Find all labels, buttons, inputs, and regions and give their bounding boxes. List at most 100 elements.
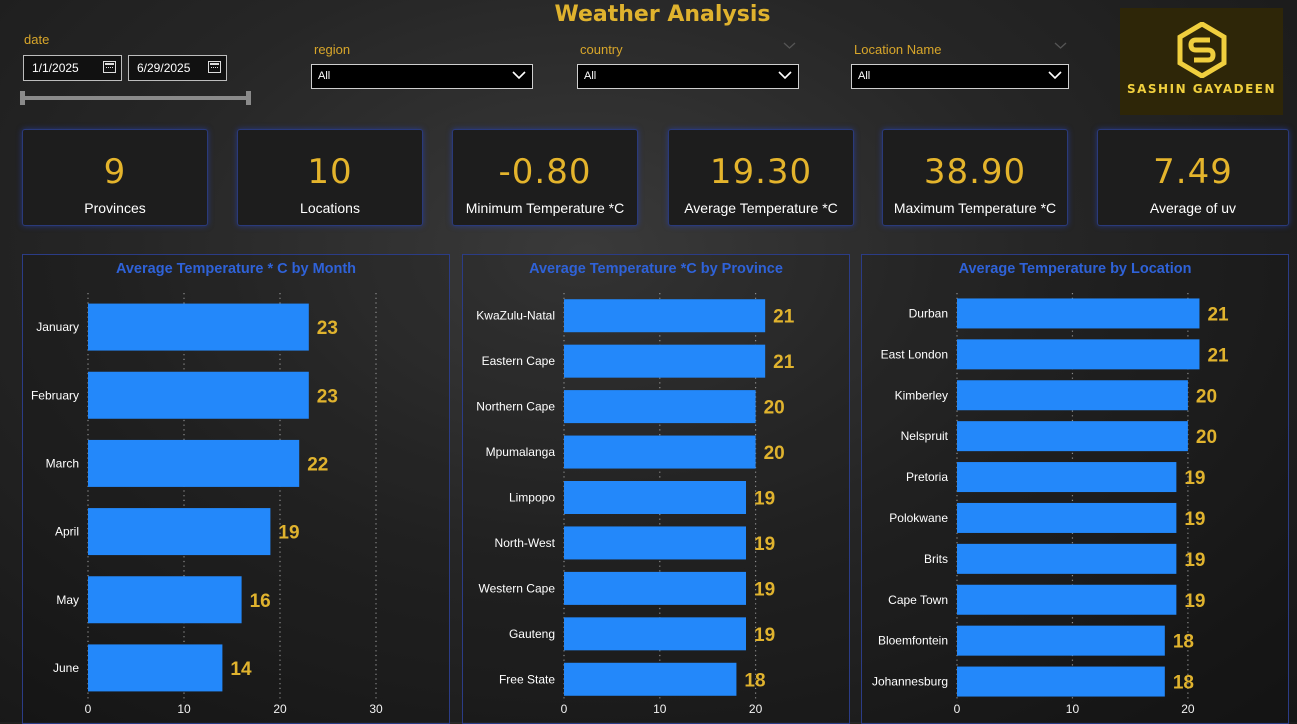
- value-label: 21: [773, 307, 795, 328]
- bar[interactable]: [564, 481, 747, 514]
- value-label: 19: [278, 523, 299, 544]
- category-label: Brits: [924, 552, 948, 566]
- chart-panel-province: Average Temperature *C by Province 0 10 20…: [462, 254, 850, 724]
- bar[interactable]: [957, 584, 1177, 615]
- value-label: 19: [1184, 591, 1205, 612]
- category-label: Limpopo: [509, 491, 555, 505]
- x-tick-label: 20: [749, 702, 763, 716]
- chart-title: Average Temperature *C by Province: [529, 261, 783, 277]
- value-label: 21: [1207, 345, 1229, 366]
- bar[interactable]: [957, 625, 1165, 656]
- category-label: East London: [881, 347, 948, 361]
- value-label: 19: [754, 625, 775, 646]
- country-dropdown[interactable]: All: [577, 64, 799, 89]
- kpi-value: 19.30: [709, 152, 813, 192]
- bar[interactable]: [957, 380, 1188, 411]
- bar[interactable]: [88, 303, 309, 351]
- brand-name: SASHIN GAYADEEN: [1126, 82, 1276, 96]
- value-label: 18: [1173, 673, 1194, 694]
- location-dropdown[interactable]: All: [851, 64, 1069, 89]
- bar[interactable]: [957, 543, 1177, 574]
- bar[interactable]: [957, 339, 1200, 370]
- bar[interactable]: [564, 571, 747, 605]
- date-filter-label: date: [24, 32, 50, 47]
- value-label: 19: [1184, 468, 1205, 489]
- chevron-down-icon[interactable]: [783, 41, 796, 50]
- category-label: Free State: [499, 672, 555, 686]
- country-selected-value: All: [584, 70, 597, 82]
- x-tick-label: 20: [273, 702, 287, 716]
- date-slider-start-handle[interactable]: [20, 91, 25, 105]
- bar[interactable]: [564, 526, 747, 560]
- bar[interactable]: [88, 371, 309, 419]
- chart-temperature-by-month: 0 10 20 30 January 23 February 23 March 22 April 19…: [31, 293, 383, 716]
- value-label: 20: [1196, 427, 1217, 448]
- category-label: Northern Cape: [476, 400, 555, 414]
- value-label: 20: [1196, 386, 1217, 407]
- x-tick-label: 20: [1181, 702, 1195, 716]
- bar[interactable]: [564, 662, 737, 696]
- category-label: Pretoria: [906, 470, 948, 484]
- calendar-icon[interactable]: [208, 61, 221, 73]
- region-dropdown[interactable]: All: [311, 64, 533, 89]
- bar[interactable]: [564, 617, 747, 651]
- x-tick-label: 0: [954, 702, 961, 716]
- bar[interactable]: [88, 439, 300, 487]
- region-selected-value: All: [318, 70, 331, 82]
- chevron-down-icon: [1048, 71, 1062, 80]
- value-label: 18: [744, 670, 765, 691]
- bar[interactable]: [564, 435, 756, 469]
- category-label: Kimberley: [895, 388, 948, 402]
- bar[interactable]: [88, 576, 242, 624]
- chevron-down-icon: [778, 71, 792, 80]
- category-label: Western Cape: [479, 581, 556, 595]
- category-label: February: [31, 388, 79, 402]
- chart-temperature-by-location: 0 10 20 Durban 21 East London 21 Kimberley 20 Nel…: [872, 293, 1229, 716]
- location-selected-value: All: [858, 70, 871, 82]
- chart-temperature-by-province: 0 10 20 KwaZulu-Natal 21 Eastern Cape 21 Northe…: [476, 293, 795, 716]
- bar[interactable]: [957, 502, 1177, 533]
- end-date-input[interactable]: 6/29/2025: [128, 55, 227, 81]
- bar[interactable]: [564, 390, 756, 424]
- x-tick-label: 10: [1066, 702, 1080, 716]
- kpi-card-avg-temperature: 19.30 Average Temperature *C: [668, 129, 854, 226]
- brand-logo: SASHIN GAYADEEN: [1120, 8, 1283, 115]
- chart-title: Average Temperature by Location: [958, 261, 1192, 277]
- bar[interactable]: [88, 644, 223, 692]
- category-label: Nelspruit: [901, 429, 949, 443]
- bar[interactable]: [564, 344, 766, 378]
- kpi-card-avg-uv: 7.49 Average of uv: [1097, 129, 1289, 226]
- value-label: 21: [773, 352, 795, 373]
- kpi-label: Provinces: [84, 200, 146, 216]
- page-title: Weather Analysis: [554, 2, 771, 27]
- start-date-input[interactable]: 1/1/2025: [23, 55, 122, 81]
- date-range-slider[interactable]: [22, 96, 250, 100]
- bar[interactable]: [957, 298, 1200, 329]
- bar[interactable]: [957, 666, 1165, 697]
- calendar-icon[interactable]: [103, 61, 116, 73]
- chevron-down-icon[interactable]: [1054, 41, 1067, 50]
- s-monogram-icon: [1177, 22, 1227, 78]
- kpi-card-min-temperature: -0.80 Minimum Temperature *C: [452, 129, 638, 226]
- country-filter-label: country: [580, 42, 623, 57]
- value-label: 19: [754, 534, 775, 555]
- bar[interactable]: [957, 421, 1188, 452]
- category-label: Cape Town: [888, 593, 948, 607]
- value-label: 22: [307, 454, 328, 475]
- bar[interactable]: [88, 508, 271, 556]
- value-label: 16: [250, 591, 271, 612]
- category-label: April: [55, 525, 79, 539]
- category-label: Bloemfontein: [878, 634, 948, 648]
- chart-title: Average Temperature * C by Month: [115, 261, 357, 277]
- category-label: June: [53, 661, 79, 675]
- bar[interactable]: [957, 462, 1177, 493]
- x-tick-label: 10: [177, 702, 191, 716]
- category-label: Gauteng: [509, 627, 555, 641]
- value-label: 18: [1173, 632, 1194, 653]
- bar[interactable]: [564, 299, 766, 333]
- value-label: 19: [754, 579, 775, 600]
- chart-panel-location: Average Temperature by Location 0 10 20 Dur…: [861, 254, 1289, 724]
- date-slider-end-handle[interactable]: [246, 91, 251, 105]
- value-label: 19: [1184, 509, 1205, 530]
- x-tick-label: 0: [85, 702, 92, 716]
